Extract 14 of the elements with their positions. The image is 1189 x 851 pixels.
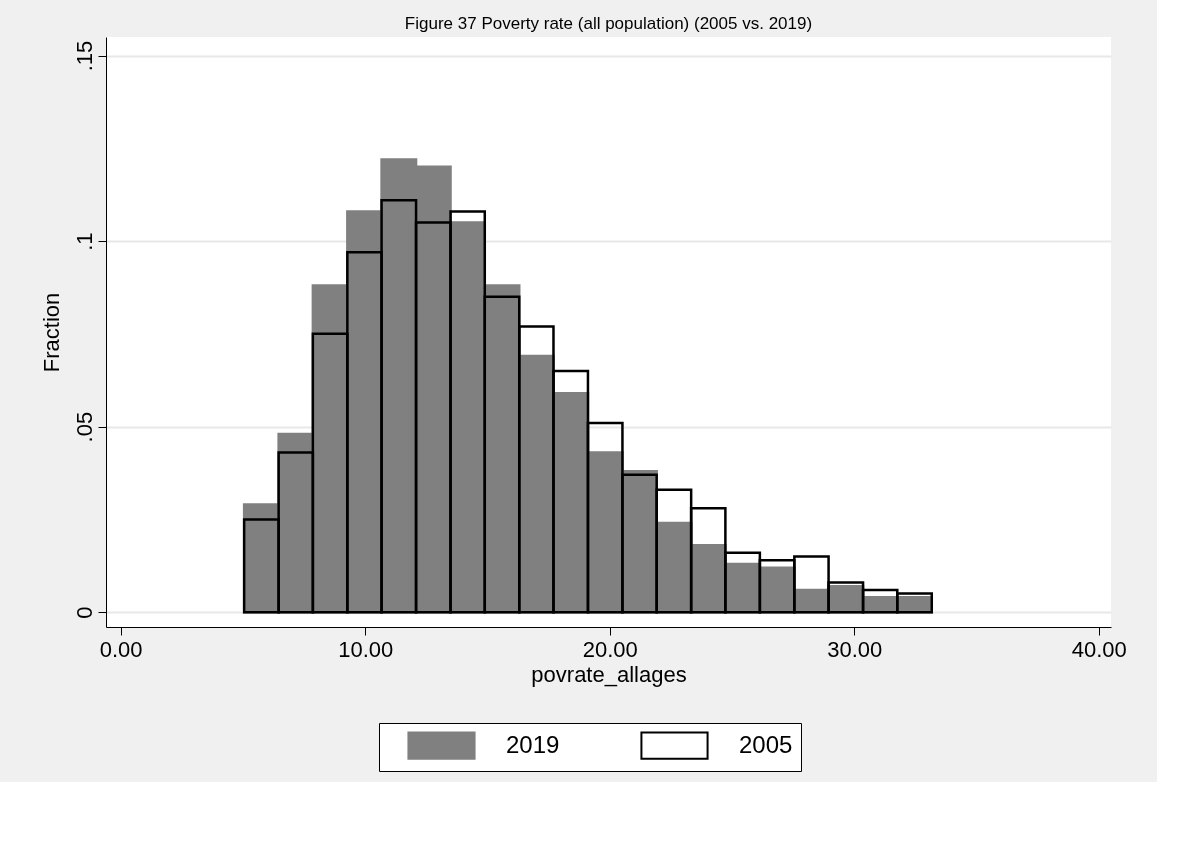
- y-tick-label: 0: [71, 606, 97, 619]
- legend-label: 2019: [506, 730, 560, 758]
- y-tick-label: .05: [71, 411, 97, 443]
- y-tick-label: .1: [71, 232, 97, 251]
- x-axis-title: povrate_allages: [531, 661, 687, 687]
- x-tick-label: 30.00: [827, 636, 883, 662]
- x-tick-label: 10.00: [338, 636, 394, 662]
- y-tick-label: .15: [71, 40, 97, 72]
- x-tick-label: 0.00: [99, 636, 143, 662]
- y-axis-title: Fraction: [38, 292, 64, 373]
- legend-label: 2005: [739, 730, 793, 758]
- x-tick-label: 40.00: [1071, 636, 1127, 662]
- chart-title: Figure 37 Poverty rate (all population) (2005 vs. 2019): [404, 14, 813, 33]
- x-tick-label: 20.00: [582, 636, 638, 662]
